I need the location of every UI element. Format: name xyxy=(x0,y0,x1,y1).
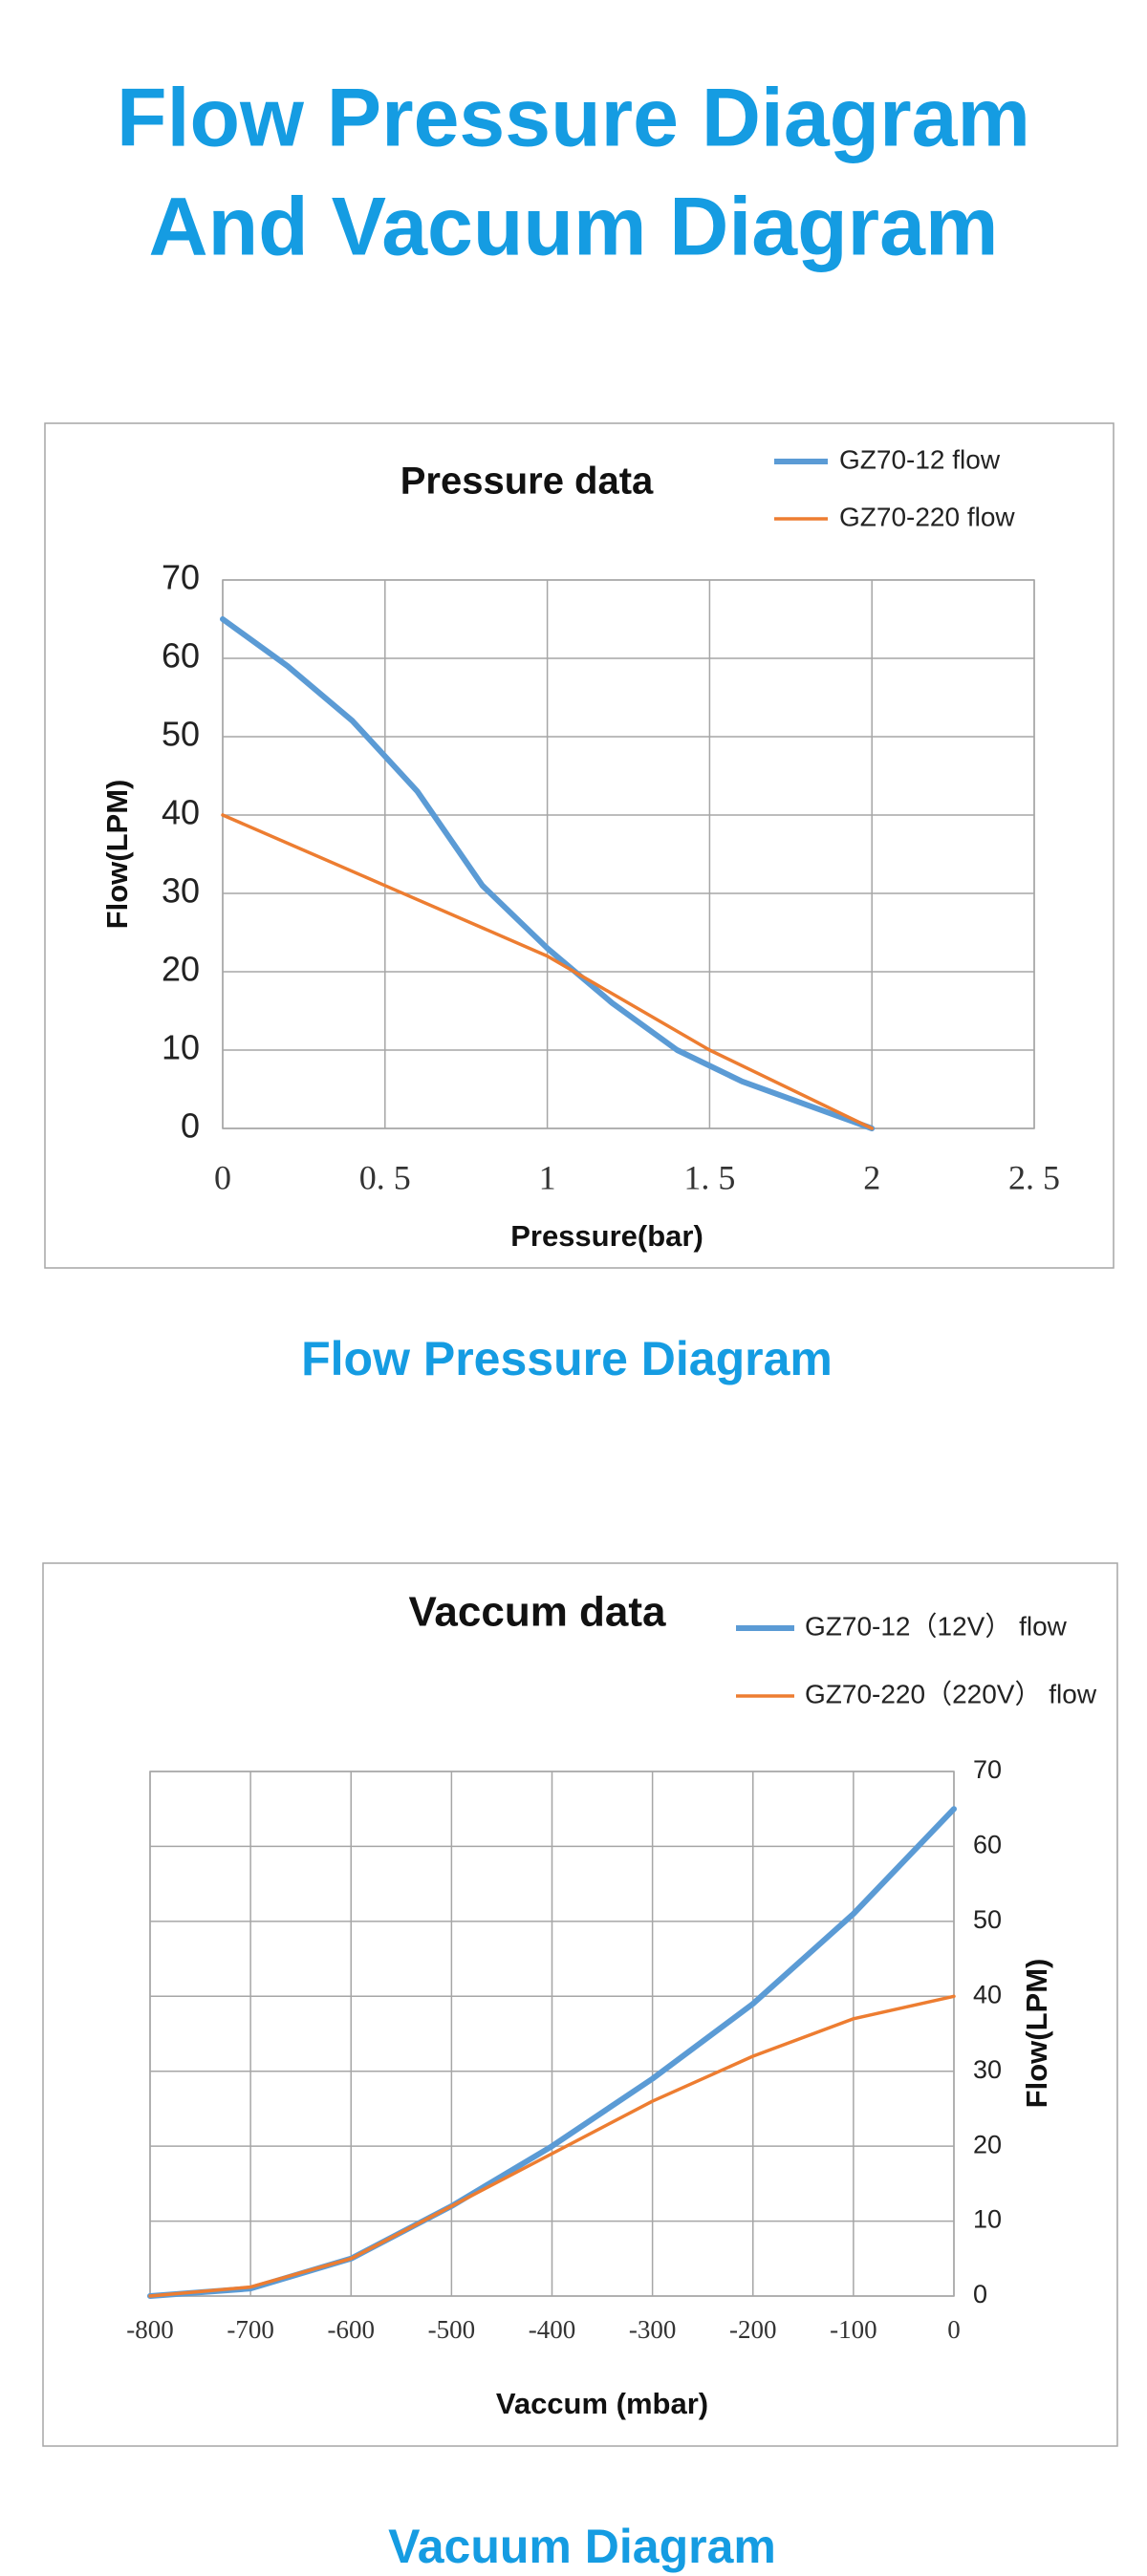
legend-label: GZ70-220（220V） flow xyxy=(805,1679,1097,1708)
chart-frame xyxy=(42,1562,1118,2447)
x-axis-label: Vaccum (mbar) xyxy=(496,2387,708,2420)
x-tick-label: -700 xyxy=(227,2315,274,2344)
y-tick-label: 30 xyxy=(162,871,200,911)
y-tick-label: 40 xyxy=(973,1980,1002,2008)
y-tick-label: 10 xyxy=(973,2205,1002,2234)
legend-label: GZ70-12 flow xyxy=(839,444,1001,474)
chart-caption: Flow Pressure Diagram xyxy=(301,1332,833,1385)
y-axis-label: Flow(LPM) xyxy=(1020,1959,1053,2109)
plot-border xyxy=(149,1771,955,2297)
plot-border xyxy=(222,579,1035,1129)
x-tick-label: 2 xyxy=(863,1158,880,1196)
y-tick-label: 40 xyxy=(162,793,200,832)
chart-frame xyxy=(44,422,1115,1269)
series-line xyxy=(221,813,874,1130)
chart-caption: Vacuum Diagram xyxy=(388,2520,776,2573)
y-tick-label: 70 xyxy=(973,1755,1002,1784)
y-tick-label: 70 xyxy=(162,558,200,597)
x-tick-label: 1 xyxy=(539,1158,556,1196)
x-tick-label: -400 xyxy=(529,2315,576,2344)
y-tick-label: 30 xyxy=(973,2055,1002,2084)
y-tick-label: 20 xyxy=(973,2130,1002,2158)
legend-label: GZ70-220 flow xyxy=(839,502,1015,531)
x-tick-label: -300 xyxy=(629,2315,677,2344)
series-line xyxy=(148,1994,956,2298)
series-line xyxy=(220,616,876,1131)
page-title: And Vacuum Diagram xyxy=(149,182,999,273)
x-tick-label: 0 xyxy=(947,2315,961,2344)
y-tick-label: 0 xyxy=(973,2280,987,2308)
y-tick-label: 50 xyxy=(162,715,200,754)
y-tick-label: 0 xyxy=(181,1106,200,1146)
x-tick-label: -200 xyxy=(729,2315,777,2344)
y-tick-label: 10 xyxy=(162,1028,200,1067)
chart-title: Vaccum data xyxy=(408,1589,666,1636)
x-axis-label: Pressure(bar) xyxy=(510,1219,703,1253)
x-tick-label: 0 xyxy=(214,1158,231,1196)
y-axis-label: Flow(LPM) xyxy=(100,780,134,930)
x-tick-label: 1. 5 xyxy=(683,1158,735,1196)
x-tick-label: -800 xyxy=(126,2315,174,2344)
y-tick-label: 50 xyxy=(973,1905,1002,1934)
legend-label: GZ70-12（12V） flow xyxy=(805,1611,1068,1641)
x-tick-label: 0. 5 xyxy=(359,1158,411,1196)
x-tick-label: -100 xyxy=(830,2315,877,2344)
x-tick-label: -600 xyxy=(328,2315,376,2344)
y-tick-label: 60 xyxy=(162,636,200,676)
page-title: Flow Pressure Diagram xyxy=(117,73,1030,164)
x-tick-label: 2. 5 xyxy=(1008,1158,1060,1196)
y-tick-label: 20 xyxy=(162,950,200,989)
chart-title: Pressure data xyxy=(400,461,654,503)
x-tick-label: -500 xyxy=(428,2315,476,2344)
y-tick-label: 60 xyxy=(973,1831,1002,1859)
